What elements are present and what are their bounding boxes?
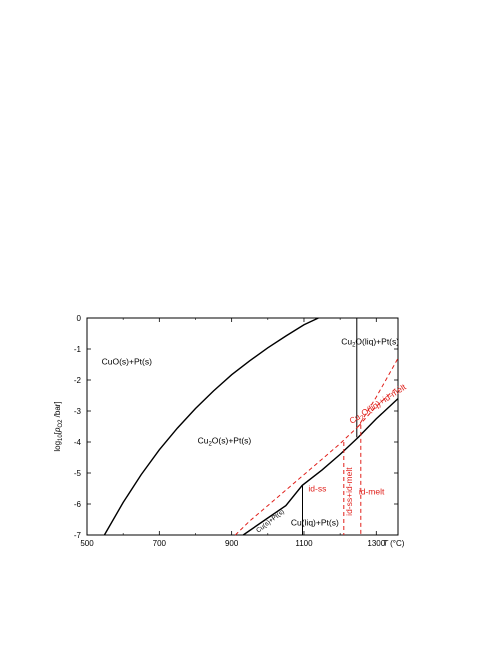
phase-boundary-5	[357, 385, 399, 427]
y-axis-label: log10[pO2 /bar]	[53, 401, 64, 451]
x-tick-label: 1100	[295, 539, 313, 548]
phase-boundary-1	[242, 398, 399, 536]
region-label: Cu(liq)+Pt(s)	[291, 518, 339, 528]
x-axis-label: T (°C)	[383, 539, 405, 548]
region-label: id-melt	[359, 487, 385, 497]
y-axis-label-main: log	[53, 441, 62, 452]
region-label: Cu2O(liq)+Pt(s)	[341, 336, 399, 348]
y-tick-label: -5	[74, 469, 82, 478]
y-tick-label: -1	[74, 345, 82, 354]
y-tick-label: -4	[74, 438, 82, 447]
y-axis-label-rest: /bar]	[53, 401, 62, 419]
phase-boundary-4	[234, 358, 399, 536]
x-tick-label: 1300	[367, 539, 385, 548]
x-tick-label: 500	[80, 539, 94, 548]
region-label: Cu2O(s)+Pt(s)	[198, 436, 252, 448]
y-tick-label: 0	[77, 314, 82, 323]
y-axis-label-p: p	[53, 427, 62, 433]
y-axis-label-bracket: [	[53, 431, 62, 434]
x-axis-label-rest: (°C)	[388, 539, 405, 548]
x-tick-label: 900	[225, 539, 239, 548]
region-label: Cu(s)+Pt(s)	[255, 508, 286, 534]
y-tick-label: -2	[74, 376, 82, 385]
region-label: CuO(s)+Pt(s)	[102, 357, 152, 367]
y-axis-label-sub: 10	[58, 434, 64, 441]
region-label: id-ss	[308, 484, 326, 494]
y-tick-label: -6	[74, 500, 82, 509]
x-tick-label: 700	[153, 539, 167, 548]
region-label: id-ss+id-melt	[344, 467, 354, 516]
y-tick-label: -7	[74, 531, 82, 540]
plot-frame	[86, 317, 399, 536]
y-axis-label-psub: O2	[58, 419, 64, 428]
x-axis-label-italic: T	[383, 539, 389, 548]
phase-boundary-0	[103, 317, 319, 536]
y-tick-label: -3	[74, 407, 82, 416]
